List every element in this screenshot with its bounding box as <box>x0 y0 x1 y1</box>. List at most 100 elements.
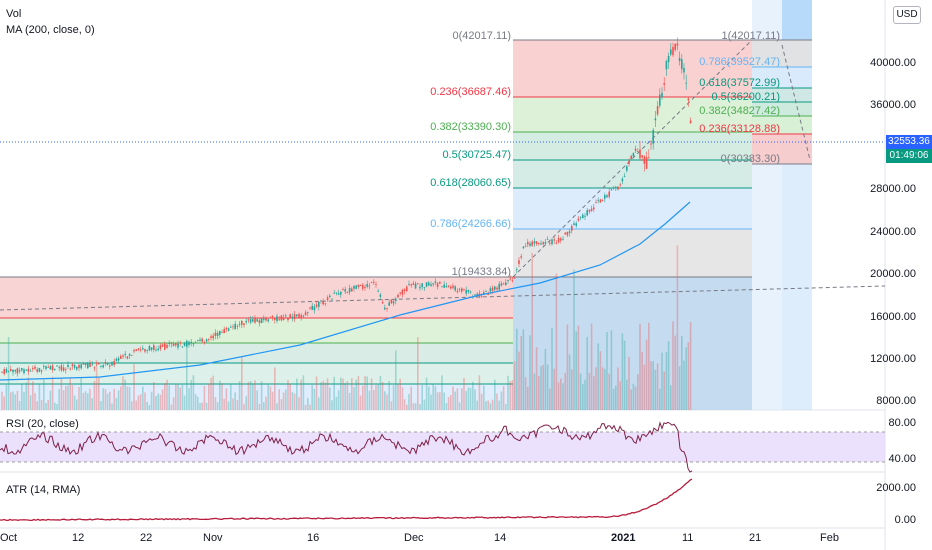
fib-level-label[interactable]: 0.618(28060.65) <box>430 177 511 189</box>
candlesticks[interactable] <box>1 37 692 377</box>
candle-body <box>379 294 382 297</box>
volume-indicator-title[interactable]: Vol <box>6 8 22 20</box>
fib-ext-label[interactable]: 1(42017.11) <box>721 30 780 42</box>
volume-bar <box>82 392 85 410</box>
rsi-indicator-title[interactable]: RSI (20, close) <box>6 418 79 430</box>
candle-body <box>117 358 120 361</box>
date-axis-label: Nov <box>203 532 223 544</box>
rsi-axis-label: 80.00 <box>888 417 916 429</box>
volume-bar <box>606 332 608 410</box>
candle-body <box>500 283 503 286</box>
ma-indicator-title[interactable]: MA (200, close, 0) <box>6 24 95 36</box>
volume-bar <box>604 368 606 410</box>
fib-level-label[interactable]: 0.382(33390.30) <box>430 121 511 133</box>
volume-bar <box>161 389 164 410</box>
volume-bar <box>67 385 69 410</box>
candle-body <box>436 283 439 287</box>
candle-body <box>368 285 371 287</box>
volume-bar <box>282 392 285 410</box>
fib-ext-label[interactable]: 0.5(36200.21) <box>711 91 781 103</box>
volume-bar <box>311 384 313 410</box>
candle-body <box>201 338 203 342</box>
candle-body <box>458 289 461 291</box>
volume-bar <box>652 361 654 410</box>
candle-body <box>199 339 201 342</box>
candle-body <box>271 316 274 318</box>
atr-line[interactable] <box>0 478 693 522</box>
volume-bar <box>414 403 417 410</box>
candle-body <box>661 92 663 97</box>
volume-bar <box>549 388 551 410</box>
candle-body <box>150 347 153 350</box>
candle-body <box>487 293 489 295</box>
candle-body <box>553 239 555 241</box>
candle-body <box>538 243 540 245</box>
volume-bar <box>280 399 283 410</box>
trend-dashed-line[interactable] <box>512 39 753 278</box>
volume-bar <box>494 379 496 410</box>
candle-body <box>190 341 192 344</box>
candle-body <box>159 345 162 350</box>
volume-bar <box>507 375 509 410</box>
candle-body <box>298 313 300 318</box>
fib-ext-label[interactable]: 0(30383.30) <box>720 153 780 165</box>
price-axis-label: 28000.00 <box>870 183 916 195</box>
candle-body <box>76 366 78 370</box>
volume-bar <box>564 373 566 410</box>
volume-bar <box>298 397 300 410</box>
fib-ext-label[interactable]: 0.618(37572.99) <box>699 77 780 89</box>
fib-extension-right[interactable] <box>752 0 812 410</box>
volume-bar <box>584 379 586 410</box>
volume-bar <box>637 374 639 410</box>
volume-bar <box>608 373 610 410</box>
ma-200-line[interactable] <box>0 201 691 381</box>
candle-body <box>513 277 516 279</box>
atr-indicator-title[interactable]: ATR (14, RMA) <box>6 484 81 496</box>
volume-bar <box>489 403 492 410</box>
volume-bar <box>487 400 489 410</box>
fib-ext-label[interactable]: 0.236(33128.88) <box>699 123 780 135</box>
volume-bar <box>324 382 327 410</box>
volume-bar <box>419 404 421 410</box>
rsi-line[interactable] <box>0 421 693 473</box>
currency-button[interactable]: USD <box>893 6 921 24</box>
candle-body <box>463 289 465 290</box>
trend-dashed-line-2[interactable] <box>0 285 886 311</box>
candle-body <box>205 339 208 342</box>
date-axis-label: Feb <box>820 532 839 544</box>
volume-bar <box>621 333 624 410</box>
candle-body <box>562 238 564 240</box>
candle-body <box>131 354 133 356</box>
candle-body <box>183 343 186 346</box>
volume-bar <box>293 393 296 410</box>
volume-bar <box>7 337 10 410</box>
fib-level-label[interactable]: 1(19433.84) <box>451 266 511 278</box>
candle-body <box>1 371 3 373</box>
candle-body <box>621 178 624 182</box>
fib-level-label[interactable]: 0(42017.11) <box>452 30 511 42</box>
fib-retracement-main[interactable] <box>513 39 752 410</box>
candle-body <box>78 364 80 368</box>
candle-body <box>318 301 320 307</box>
fib-ext-label[interactable]: 0.786(39527.47) <box>699 56 780 68</box>
candle-body <box>615 186 617 189</box>
candle-body <box>520 256 522 258</box>
fib-ext-label[interactable]: 0.382(34827.42) <box>699 105 780 117</box>
fib-level-label[interactable]: 0.5(30725.47) <box>442 149 512 161</box>
volume-bar <box>472 381 474 410</box>
volume-bar <box>377 383 379 410</box>
volume-bar <box>267 384 269 410</box>
volume-bar <box>401 387 404 410</box>
fib-retracement-left[interactable] <box>0 276 513 410</box>
candle-body <box>384 307 386 310</box>
volume-bar <box>126 386 129 410</box>
candle-body <box>208 338 210 340</box>
volume-bar <box>355 379 357 410</box>
volume-bar <box>465 390 467 410</box>
countdown-badge: 01:49:06 <box>886 149 932 163</box>
fib-level-label[interactable]: 0.786(24266.66) <box>430 218 511 230</box>
fib-level-label[interactable]: 0.236(36687.46) <box>430 86 511 98</box>
candle-body <box>461 288 463 292</box>
candle-body <box>423 287 426 288</box>
